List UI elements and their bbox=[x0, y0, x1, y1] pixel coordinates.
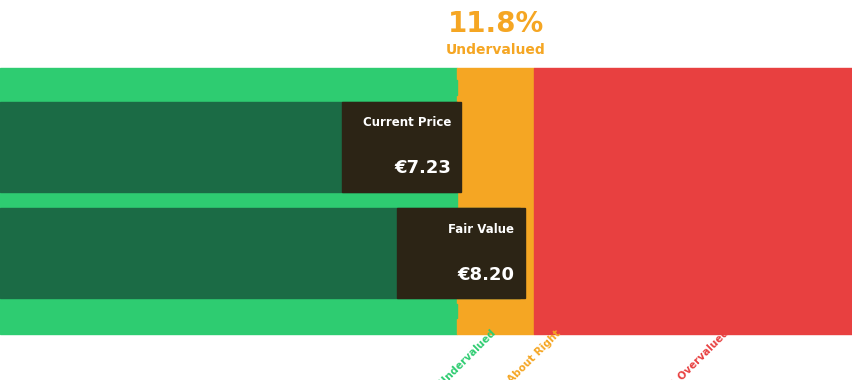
Bar bbox=[0, 192, 457, 207]
Bar bbox=[0, 68, 457, 334]
Bar bbox=[0, 81, 457, 95]
Text: Fair Value: Fair Value bbox=[448, 223, 514, 236]
Bar bbox=[0, 304, 457, 318]
Text: Undervalued: Undervalued bbox=[446, 43, 544, 57]
Text: €7.23: €7.23 bbox=[394, 159, 451, 177]
Text: 20% Overvalued: 20% Overvalued bbox=[655, 328, 730, 380]
Text: 20% Undervalued: 20% Undervalued bbox=[417, 328, 497, 380]
Bar bbox=[457, 68, 533, 334]
Bar bbox=[396, 208, 524, 299]
Text: Current Price: Current Price bbox=[362, 116, 451, 130]
Bar bbox=[533, 68, 852, 334]
Text: About Right: About Right bbox=[505, 328, 561, 380]
Bar bbox=[342, 102, 461, 192]
Bar bbox=[0, 208, 520, 299]
Bar bbox=[0, 102, 457, 192]
Text: 11.8%: 11.8% bbox=[447, 10, 543, 38]
Text: €8.20: €8.20 bbox=[457, 266, 514, 283]
